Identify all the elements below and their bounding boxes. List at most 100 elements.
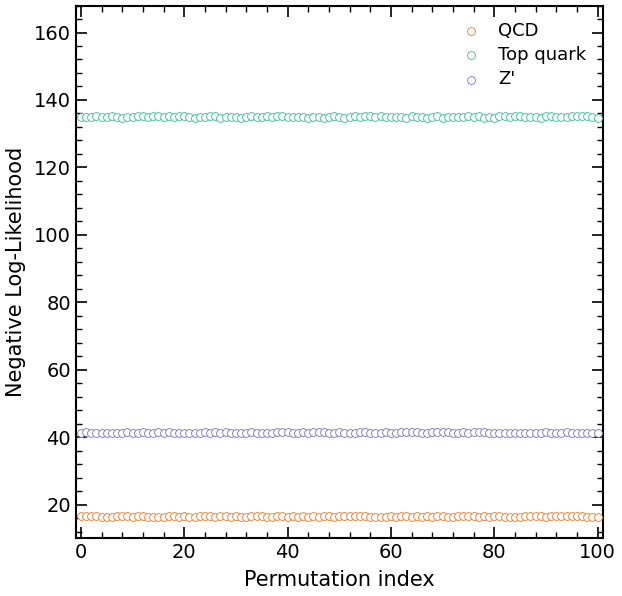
Top quark xyxy=(179,111,189,121)
Top quark xyxy=(226,112,236,122)
Top quark xyxy=(96,113,106,122)
QCD xyxy=(401,512,411,522)
Top quark xyxy=(272,111,282,120)
QCD xyxy=(277,511,287,521)
QCD xyxy=(407,512,417,522)
Top quark xyxy=(298,113,308,122)
Top quark xyxy=(262,111,272,121)
QCD xyxy=(309,511,318,521)
Z' xyxy=(365,428,375,437)
QCD xyxy=(448,512,458,522)
Z' xyxy=(345,429,355,438)
Top quark xyxy=(200,112,210,122)
Top quark xyxy=(91,111,101,121)
Top quark xyxy=(443,112,453,122)
QCD xyxy=(360,511,370,521)
Z' xyxy=(510,428,520,437)
QCD xyxy=(102,512,112,522)
Z' xyxy=(407,428,417,437)
Z' xyxy=(293,429,303,438)
QCD xyxy=(520,511,530,521)
QCD xyxy=(505,512,515,522)
QCD xyxy=(391,512,401,522)
Z' xyxy=(443,427,453,437)
Top quark xyxy=(76,112,86,122)
Legend: QCD, Top quark, Z': QCD, Top quark, Z' xyxy=(446,14,594,96)
Z' xyxy=(526,428,536,437)
QCD xyxy=(118,511,128,521)
Top quark xyxy=(293,113,303,122)
QCD xyxy=(169,511,179,521)
Z' xyxy=(438,427,448,437)
QCD xyxy=(490,511,499,521)
QCD xyxy=(557,511,567,521)
QCD xyxy=(154,512,164,522)
Top quark xyxy=(185,113,195,122)
QCD xyxy=(593,512,603,522)
Z' xyxy=(282,427,292,437)
Z' xyxy=(557,428,567,437)
QCD xyxy=(272,511,282,521)
QCD xyxy=(164,511,174,521)
Z' xyxy=(174,428,184,437)
Top quark xyxy=(365,111,375,121)
QCD xyxy=(313,512,323,522)
QCD xyxy=(541,512,551,522)
QCD xyxy=(412,511,422,521)
Top quark xyxy=(520,112,530,122)
QCD xyxy=(515,512,525,522)
Top quark xyxy=(484,113,494,122)
QCD xyxy=(396,511,406,521)
Top quark xyxy=(391,112,401,122)
Z' xyxy=(505,429,515,438)
Top quark xyxy=(138,111,148,121)
Top quark xyxy=(210,111,220,121)
Top quark xyxy=(551,112,561,122)
Top quark xyxy=(438,113,448,123)
Z' xyxy=(159,428,169,437)
QCD xyxy=(190,512,200,522)
Top quark xyxy=(510,111,520,121)
Top quark xyxy=(355,113,365,122)
Top quark xyxy=(479,113,489,122)
Z' xyxy=(520,429,530,438)
Top quark xyxy=(463,111,473,121)
Top quark xyxy=(541,111,551,121)
Z' xyxy=(138,428,148,437)
Z' xyxy=(190,429,200,438)
QCD xyxy=(148,512,158,522)
Z' xyxy=(241,429,251,438)
QCD xyxy=(318,511,328,521)
Top quark xyxy=(458,113,468,122)
QCD xyxy=(288,511,298,521)
QCD xyxy=(205,511,215,521)
Top quark xyxy=(231,113,241,122)
Top quark xyxy=(396,112,406,122)
X-axis label: Permutation index: Permutation index xyxy=(244,570,435,591)
QCD xyxy=(510,512,520,522)
QCD xyxy=(587,512,597,522)
QCD xyxy=(371,512,381,522)
Z' xyxy=(531,429,541,438)
Z' xyxy=(210,427,220,437)
QCD xyxy=(112,511,122,521)
QCD xyxy=(221,511,231,521)
QCD xyxy=(128,512,137,522)
Top quark xyxy=(112,113,122,122)
QCD xyxy=(210,512,220,522)
QCD xyxy=(329,512,339,522)
Z' xyxy=(179,429,189,438)
QCD xyxy=(350,511,360,521)
Z' xyxy=(154,427,164,437)
Z' xyxy=(422,429,432,438)
Z' xyxy=(272,427,282,437)
Z' xyxy=(169,428,179,437)
QCD xyxy=(267,512,277,522)
QCD xyxy=(443,512,453,522)
Top quark xyxy=(577,111,587,121)
Z' xyxy=(246,428,256,437)
Z' xyxy=(309,427,318,437)
Top quark xyxy=(252,113,262,122)
QCD xyxy=(174,512,184,522)
Top quark xyxy=(81,113,91,122)
